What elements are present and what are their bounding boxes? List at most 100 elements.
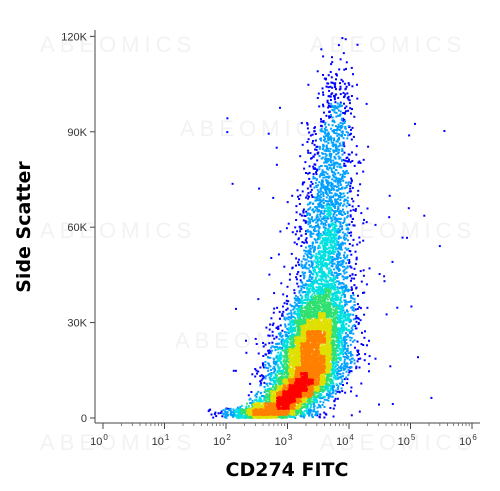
- event-dot: [330, 392, 333, 395]
- event-dot: [318, 316, 320, 319]
- event-dot: [323, 111, 325, 114]
- event-dot: [331, 387, 334, 390]
- event-dot: [352, 135, 355, 138]
- event-dot: [304, 301, 307, 304]
- event-dot: [334, 176, 337, 179]
- event-dot: [327, 176, 330, 179]
- event-dot: [313, 177, 316, 180]
- event-dot: [331, 292, 334, 295]
- event-dot: [330, 382, 332, 385]
- event-dot: [316, 410, 319, 413]
- event-dot: [325, 165, 328, 168]
- event-dot: [314, 280, 317, 283]
- event-dot: [334, 192, 337, 195]
- event-dot: [345, 185, 348, 187]
- event-dot: [325, 383, 328, 386]
- event-dot: [354, 262, 357, 265]
- event-dot: [344, 299, 347, 302]
- event-dot: [259, 375, 262, 378]
- event-dot: [312, 288, 315, 290]
- event-dot: [286, 357, 289, 360]
- event-dot: [329, 236, 332, 239]
- event-dot: [363, 359, 366, 362]
- event-dot: [302, 284, 305, 287]
- event-dot: [272, 361, 275, 363]
- event-dot: [343, 315, 346, 318]
- event-dot: [301, 285, 304, 288]
- event-dot: [335, 292, 338, 295]
- event-dot: [312, 312, 315, 315]
- event-dot: [315, 199, 317, 202]
- event-dot: [332, 151, 335, 154]
- event-dot: [335, 357, 338, 360]
- event-dot: [234, 414, 237, 417]
- event-dot: [320, 196, 323, 199]
- event-dot: [341, 310, 344, 313]
- event-dot: [322, 199, 325, 202]
- event-dot: [325, 265, 328, 268]
- event-dot: [309, 265, 312, 268]
- event-dot: [238, 413, 241, 416]
- event-dot: [286, 201, 289, 204]
- event-dot: [319, 286, 321, 289]
- event-dot: [333, 268, 336, 271]
- event-dot: [286, 340, 288, 343]
- event-dot: [297, 261, 300, 264]
- event-dot: [277, 253, 280, 256]
- event-dot: [322, 306, 325, 309]
- event-dot: [319, 389, 322, 392]
- event-dot: [368, 267, 371, 270]
- event-dot: [278, 346, 281, 349]
- event-dot: [358, 241, 361, 244]
- event-dot: [328, 249, 331, 252]
- event-dot: [322, 314, 325, 317]
- event-dot: [297, 285, 300, 288]
- event-dot: [329, 159, 332, 162]
- event-dot: [331, 319, 334, 322]
- event-dot: [331, 263, 334, 266]
- event-dot: [337, 220, 340, 223]
- event-dot: [344, 187, 346, 190]
- event-dot: [341, 390, 344, 393]
- event-dot: [282, 349, 285, 352]
- event-dot: [304, 284, 306, 287]
- event-dot: [338, 157, 341, 160]
- event-dot: [245, 351, 248, 354]
- event-dot: [327, 393, 330, 396]
- event-dot: [351, 273, 354, 276]
- event-dot: [254, 368, 257, 370]
- event-dot: [337, 327, 340, 330]
- event-dot: [290, 415, 293, 418]
- event-dot: [306, 194, 309, 197]
- event-dot: [316, 292, 319, 295]
- event-dot: [279, 348, 282, 351]
- event-dot: [314, 257, 317, 260]
- event-dot: [326, 213, 329, 216]
- event-dot: [344, 38, 347, 41]
- event-dot: [316, 305, 319, 308]
- event-dot: [307, 397, 310, 400]
- event-dot: [341, 275, 344, 278]
- event-dot: [328, 191, 331, 194]
- event-dot: [331, 333, 333, 335]
- event-dot: [345, 267, 348, 270]
- event-dot: [318, 305, 321, 307]
- event-dot: [330, 202, 333, 205]
- event-dot: [256, 402, 259, 405]
- event-dot: [344, 391, 347, 394]
- event-dot: [324, 126, 327, 129]
- event-dot: [329, 315, 332, 318]
- event-dot: [326, 234, 329, 237]
- event-dot: [266, 382, 268, 385]
- event-dot: [335, 329, 337, 332]
- event-dot: [331, 283, 334, 286]
- event-dot: [324, 123, 327, 126]
- event-dot: [330, 220, 333, 223]
- event-dot: [311, 315, 314, 318]
- event-dot: [322, 231, 325, 234]
- event-dot: [284, 372, 287, 375]
- event-dot: [308, 412, 311, 415]
- event-dot: [305, 196, 308, 199]
- event-dot: [350, 330, 353, 332]
- event-dot: [320, 183, 323, 186]
